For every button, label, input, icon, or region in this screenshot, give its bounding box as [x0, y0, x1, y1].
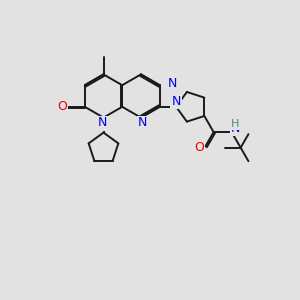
Text: O: O: [57, 100, 67, 113]
Text: N: N: [138, 116, 147, 130]
Text: N: N: [171, 95, 181, 108]
Text: N: N: [168, 77, 177, 90]
Text: O: O: [194, 141, 204, 154]
Text: H: H: [231, 119, 239, 129]
Text: N: N: [231, 122, 240, 135]
Text: N: N: [97, 116, 107, 130]
